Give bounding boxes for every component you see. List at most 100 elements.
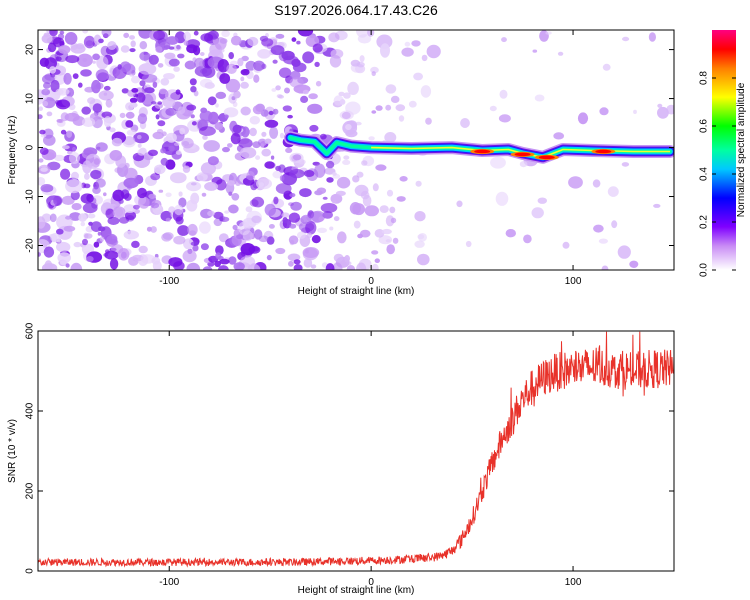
noise-blob xyxy=(101,30,112,38)
noise-blob xyxy=(318,216,324,222)
noise-blob xyxy=(82,30,89,34)
noise-blob xyxy=(64,32,78,45)
noise-blob xyxy=(157,63,164,68)
noise-blob xyxy=(90,169,102,180)
noise-blob xyxy=(177,225,190,236)
noise-blob xyxy=(146,226,152,232)
noise-blob xyxy=(288,235,299,245)
noise-blob xyxy=(215,179,227,191)
colorbar-ticks: 0.0 0.2 0.4 0.6 0.8 xyxy=(699,71,736,277)
noise-blob xyxy=(49,66,57,74)
noise-blob xyxy=(104,250,119,260)
noise-blob xyxy=(152,131,164,140)
noise-blob xyxy=(93,158,100,165)
noise-blob xyxy=(253,60,265,71)
noise-blob xyxy=(200,243,209,251)
noise-blob xyxy=(93,241,100,248)
noise-blob xyxy=(414,240,425,248)
noise-blob xyxy=(95,178,106,188)
noise-blob xyxy=(125,111,135,119)
noise-blob xyxy=(92,103,103,113)
noise-blob xyxy=(385,215,395,227)
noise-blob xyxy=(291,37,297,42)
noise-blob xyxy=(219,73,231,84)
noise-blob xyxy=(41,88,51,96)
noise-blob xyxy=(629,260,639,268)
spectrogram-x-tick-label: 0 xyxy=(368,276,374,287)
noise-blob xyxy=(131,240,140,248)
noise-blob xyxy=(160,148,166,154)
noise-blob xyxy=(213,218,222,227)
noise-blob xyxy=(339,110,354,120)
noise-blob xyxy=(275,85,281,91)
noise-blob xyxy=(228,204,239,214)
noise-blob xyxy=(133,204,140,210)
spectrogram-x-tick-label: 100 xyxy=(565,276,582,287)
noise-blob xyxy=(272,108,279,115)
noise-blob xyxy=(356,61,365,68)
noise-blob xyxy=(251,196,265,208)
noise-blob xyxy=(272,170,283,179)
colorbar-title: Normalized spectral amplitude xyxy=(736,82,747,217)
noise-blob xyxy=(200,162,216,175)
ridge-peak xyxy=(595,149,612,154)
noise-blob xyxy=(38,114,43,120)
noise-blob xyxy=(415,180,422,187)
noise-blob xyxy=(150,101,157,105)
noise-blob xyxy=(70,262,83,270)
noise-blob xyxy=(63,72,72,85)
noise-blob xyxy=(83,35,96,49)
noise-blob xyxy=(119,112,126,119)
noise-blob xyxy=(228,52,234,60)
noise-blob xyxy=(187,223,198,236)
noise-blob xyxy=(168,58,180,67)
noise-blob xyxy=(240,69,250,76)
noise-blob xyxy=(138,196,150,209)
noise-blob xyxy=(123,204,137,214)
noise-blob xyxy=(165,217,171,222)
noise-blob xyxy=(174,142,180,147)
noise-blob xyxy=(87,97,96,104)
noise-blob xyxy=(279,175,285,182)
noise-blob xyxy=(99,236,105,242)
noise-blob xyxy=(320,203,338,213)
noise-blob xyxy=(264,161,275,169)
noise-blob xyxy=(164,52,176,59)
noise-blob xyxy=(275,183,292,194)
noise-blob xyxy=(137,113,148,124)
noise-blob xyxy=(252,105,264,115)
noise-blob xyxy=(80,193,94,204)
noise-blob xyxy=(95,69,109,81)
noise-blob xyxy=(299,188,312,198)
colorbar-tick-label: 0.4 xyxy=(699,167,710,181)
noise-blob xyxy=(329,55,342,68)
noise-blob xyxy=(129,73,135,77)
spectrogram-y-tick-label: 0 xyxy=(25,144,36,150)
noise-blob xyxy=(66,130,73,138)
noise-blob xyxy=(399,176,408,182)
noise-blob xyxy=(84,233,93,239)
noise-blob xyxy=(293,259,301,265)
noise-blob xyxy=(55,99,71,110)
noise-blob xyxy=(245,175,254,180)
noise-blob xyxy=(426,44,441,59)
noise-blob xyxy=(48,264,54,269)
noise-blob xyxy=(240,76,245,82)
noise-blob xyxy=(240,243,256,256)
noise-blob xyxy=(117,248,130,261)
noise-blob xyxy=(279,132,285,139)
noise-blob xyxy=(101,111,113,119)
noise-blob xyxy=(256,178,272,190)
noise-blob xyxy=(386,244,396,255)
noise-blob xyxy=(54,154,65,162)
noise-blob xyxy=(124,162,130,169)
noise-blob xyxy=(371,263,379,270)
noise-blob xyxy=(114,167,123,174)
noise-blob xyxy=(247,36,259,47)
noise-blob xyxy=(254,229,263,240)
noise-blob xyxy=(119,216,129,224)
noise-blob xyxy=(385,239,391,243)
noise-blob xyxy=(72,146,77,152)
noise-blob xyxy=(214,122,223,131)
noise-blob xyxy=(76,53,93,67)
